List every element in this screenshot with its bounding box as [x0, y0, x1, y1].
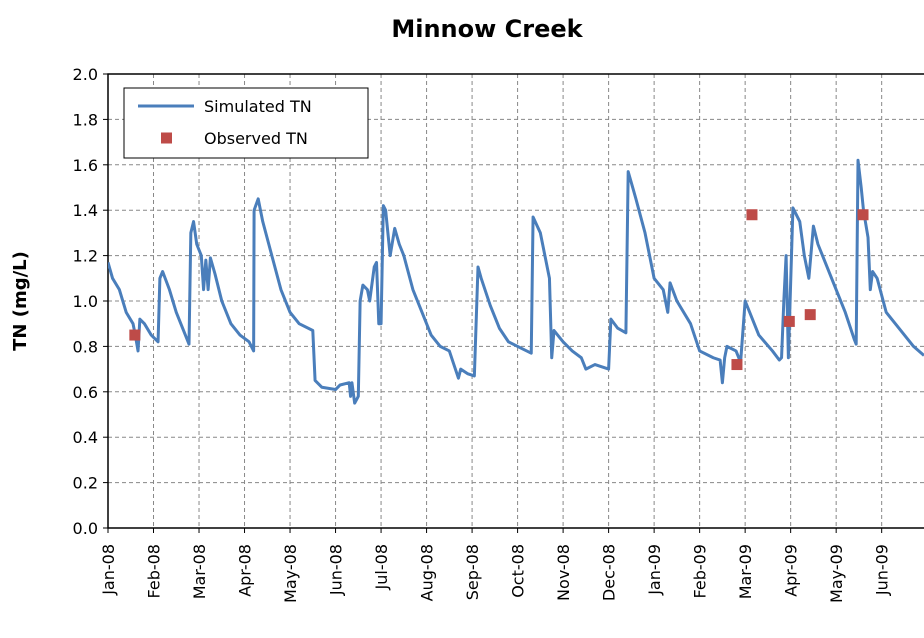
- x-tick-label: Jan-09: [645, 544, 664, 596]
- marker: [746, 209, 758, 221]
- y-tick-label: 1.6: [73, 156, 98, 175]
- line: [108, 158, 924, 405]
- legend-label: Observed TN: [204, 129, 308, 148]
- chart-title: Minnow Creek: [391, 15, 583, 43]
- x-tick-label: Jan-08: [99, 544, 118, 596]
- marker: [804, 309, 816, 321]
- x-tick-label: Jun-09: [873, 544, 892, 596]
- marker: [129, 329, 141, 341]
- x-tick-label: Feb-09: [691, 544, 710, 598]
- y-tick-label: 1.8: [73, 110, 98, 129]
- x-tick-label: Dec-08: [600, 544, 619, 601]
- y-tick-label: 1.2: [73, 247, 98, 266]
- plot-border: [107, 73, 924, 529]
- x-tick-label: Sep-08: [463, 544, 482, 600]
- legend: Simulated TN Observed TN: [123, 87, 369, 159]
- y-tick-label: 0.6: [73, 383, 98, 402]
- marker: [857, 209, 869, 221]
- y-tick-label: 0.2: [73, 474, 98, 493]
- y-tick-label: 2.0: [73, 65, 98, 84]
- x-tick-label: Apr-09: [782, 544, 801, 597]
- x-tick-label: May-08: [281, 544, 300, 603]
- y-tick-label: 1.4: [73, 201, 98, 220]
- x-tick-label: Mar-09: [736, 544, 755, 599]
- plot-area: [108, 158, 924, 405]
- y-tick-label: 0.0: [73, 519, 98, 538]
- x-tick-label: Apr-08: [236, 544, 255, 597]
- legend-swatch: [161, 132, 172, 144]
- legend-box: [123, 87, 369, 159]
- x-tick-label: Jun-08: [327, 544, 346, 596]
- x-tick-label: Feb-08: [145, 544, 164, 598]
- x-tick-label: Oct-08: [509, 544, 528, 598]
- y-axis-label: TN (mg/L): [10, 251, 31, 351]
- legend-label: Simulated TN: [204, 97, 312, 116]
- x-tick-label: May-09: [827, 544, 846, 603]
- x-tick-label: Aug-08: [418, 544, 437, 601]
- y-tick-label: 1.0: [73, 292, 98, 311]
- marker: [731, 359, 743, 371]
- x-tick-label: Mar-08: [190, 544, 209, 599]
- marker: [783, 315, 795, 327]
- y-tick-label: 0.4: [73, 428, 98, 447]
- x-tick-label: Nov-08: [554, 544, 573, 601]
- y-tick-label: 0.8: [73, 337, 98, 356]
- x-tick-label: Jul-08: [372, 544, 391, 590]
